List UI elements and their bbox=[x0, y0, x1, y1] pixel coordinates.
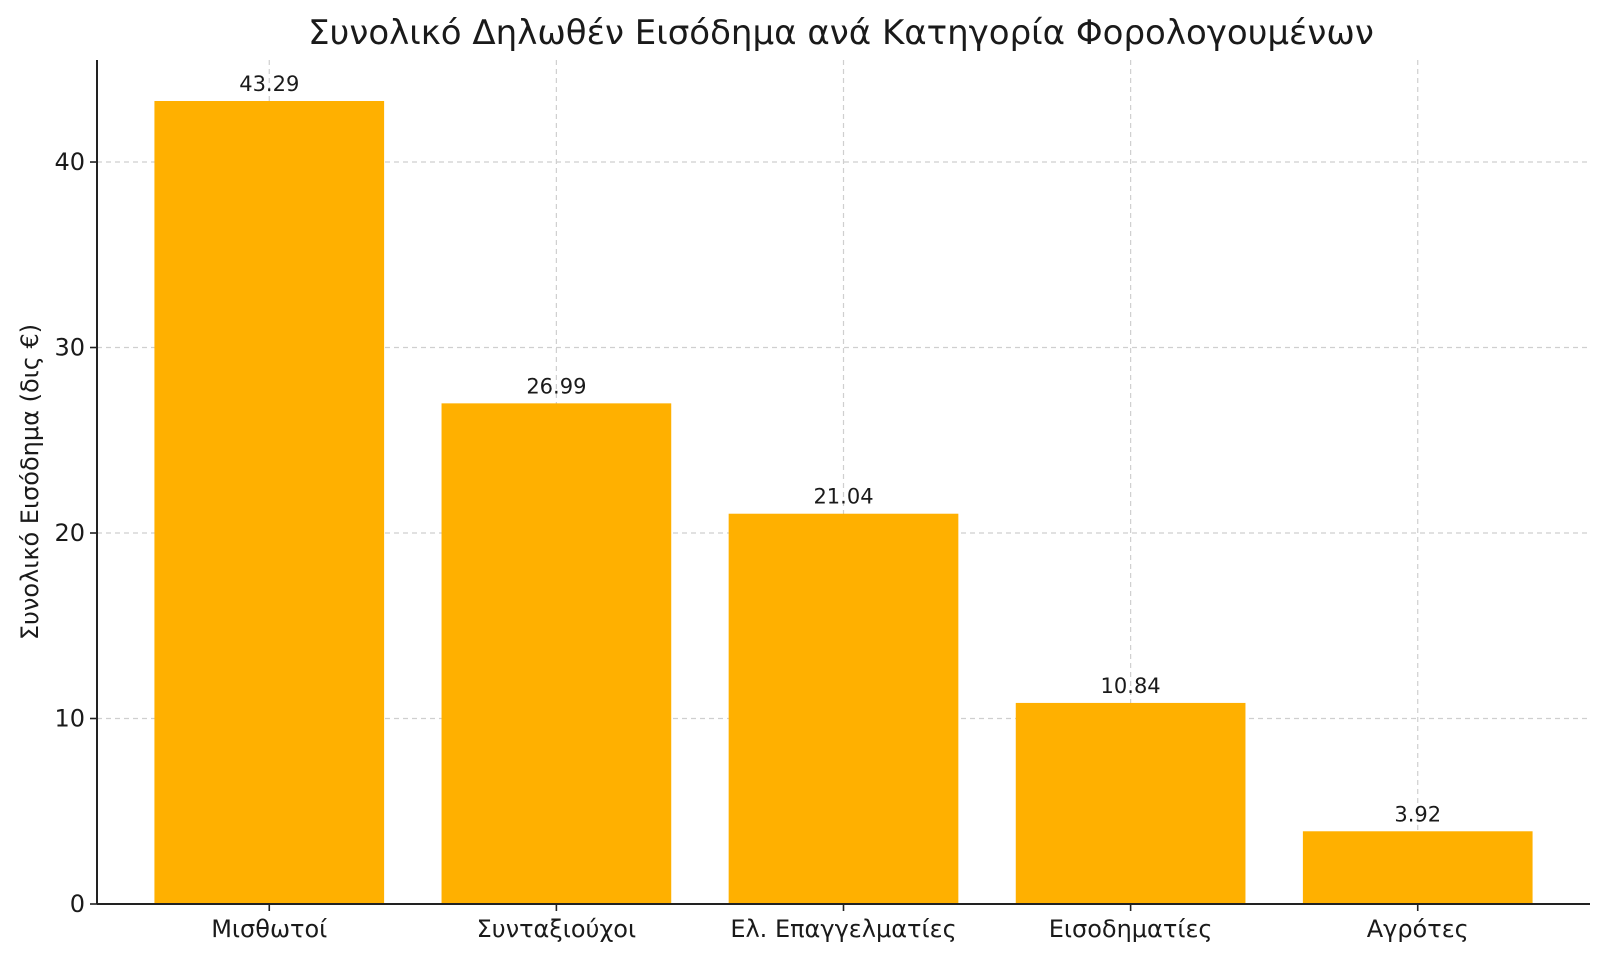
data-label: 26.99 bbox=[526, 374, 586, 398]
data-label: 10.84 bbox=[1101, 674, 1161, 698]
bar bbox=[441, 403, 672, 904]
axes bbox=[90, 60, 1590, 911]
y-axis-label: Συνολικό Εισόδημα (δις €) bbox=[16, 324, 44, 640]
x-tick-label: Συνταξιούχοι bbox=[477, 915, 636, 943]
chart-title: Συνολικό Δηλωθέν Εισόδημα ανά Κατηγορία … bbox=[308, 13, 1374, 53]
data-label: 3.92 bbox=[1394, 802, 1441, 826]
bar bbox=[154, 100, 385, 905]
x-tick-label: Ελ. Επαγγελματίες bbox=[730, 915, 956, 943]
bar bbox=[728, 513, 959, 904]
y-tick-label: 40 bbox=[54, 148, 85, 176]
x-tick-label: Μισθωτοί bbox=[211, 915, 327, 943]
y-tick-label: 10 bbox=[54, 705, 85, 733]
y-tick-label: 20 bbox=[54, 519, 85, 547]
bars bbox=[154, 100, 1533, 905]
data-label: 21.04 bbox=[813, 485, 873, 509]
data-label: 43.29 bbox=[239, 72, 299, 96]
y-tick-label: 30 bbox=[54, 334, 85, 362]
labels: 43.29 26.99 21.04 10.84 3.92 0 10 20 30 40 Μισθωτο… bbox=[54, 72, 1468, 943]
bar bbox=[1015, 702, 1246, 904]
x-tick-label: Εισοδηματίες bbox=[1049, 915, 1213, 943]
y-tick-label: 0 bbox=[70, 890, 85, 918]
x-tick-label: Αγρότες bbox=[1367, 915, 1469, 943]
bar bbox=[1302, 831, 1533, 904]
